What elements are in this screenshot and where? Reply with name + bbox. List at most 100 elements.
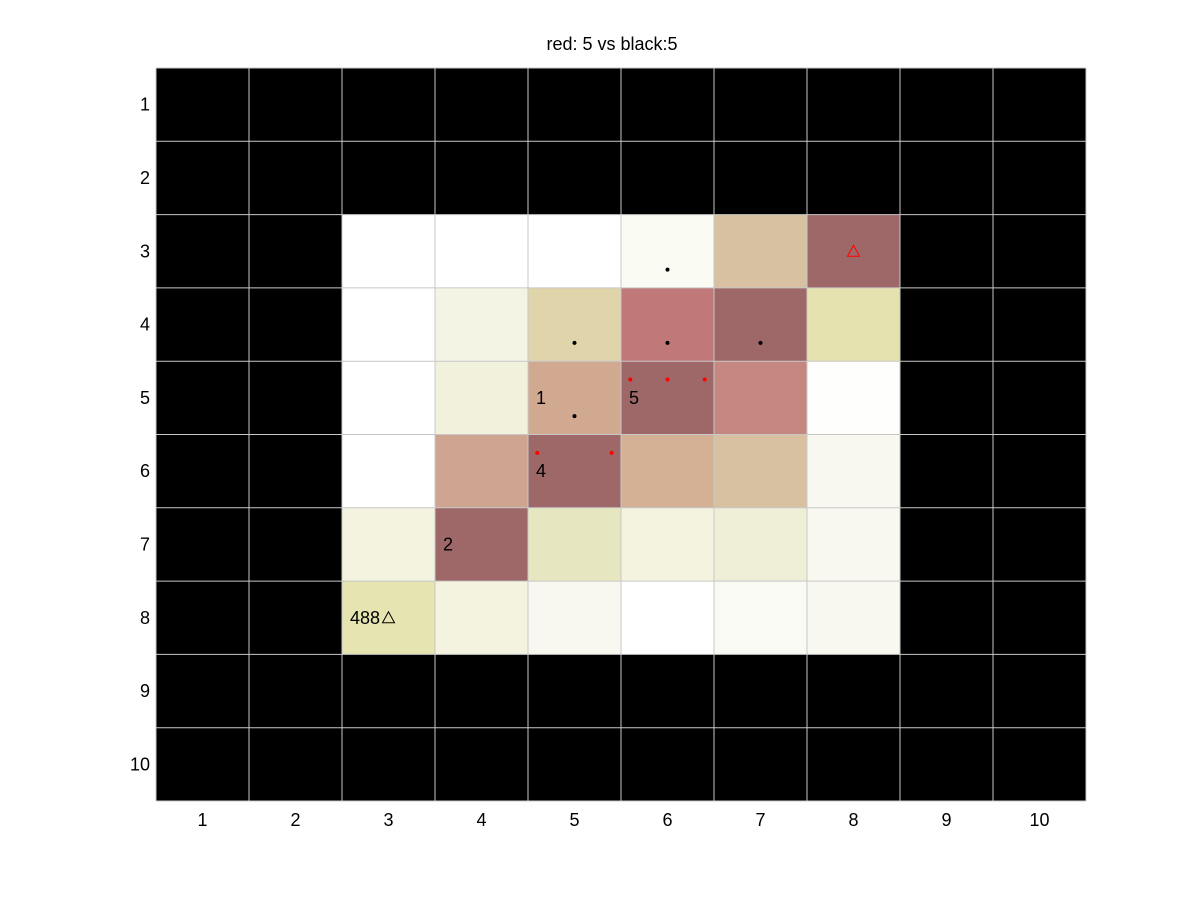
y-tick-label: 8	[140, 608, 150, 628]
board-cell	[900, 507, 993, 582]
board-cell	[714, 68, 807, 142]
board-cell	[993, 507, 1086, 582]
board-cell	[807, 434, 900, 508]
board-cell	[807, 581, 900, 655]
board-cell	[342, 434, 435, 508]
board-cell	[435, 727, 528, 801]
board-cell	[528, 214, 621, 288]
board-cells	[156, 68, 1086, 801]
board-cell	[156, 654, 249, 728]
y-tick-label: 9	[140, 681, 150, 701]
board-cell	[621, 434, 714, 508]
red-triangle-marker	[846, 244, 861, 257]
y-axis-ticks: 1 2 3 4 5 6 7 8 9 10	[130, 95, 150, 775]
x-tick-label: 1	[197, 810, 207, 830]
board-cell	[342, 68, 435, 142]
x-tick-label: 2	[290, 810, 300, 830]
board-cell	[249, 654, 342, 728]
board-cell	[807, 214, 900, 288]
x-tick-label: 9	[941, 810, 951, 830]
x-tick-label: 6	[662, 810, 672, 830]
board-marks: 1 5 4 2 488	[350, 244, 861, 628]
black-triangle-marker	[381, 610, 396, 624]
board-cell	[342, 581, 435, 655]
board-cell	[807, 654, 900, 728]
board-cell	[156, 141, 249, 215]
board-cell	[807, 507, 900, 582]
board-cell	[156, 214, 249, 288]
board-cell	[528, 287, 621, 362]
board-cell	[249, 434, 342, 508]
board-cell	[435, 507, 528, 582]
board-cell	[993, 68, 1086, 142]
red-piece-dot	[665, 377, 670, 382]
black-piece-dot	[665, 340, 670, 345]
board-cell	[621, 654, 714, 728]
board-cell	[249, 287, 342, 362]
board-cell	[714, 727, 807, 801]
board-cell	[807, 727, 900, 801]
board-cell	[900, 141, 993, 215]
board-cell	[900, 434, 993, 508]
board-cell	[714, 654, 807, 728]
board-cell	[993, 654, 1086, 728]
board-cell	[993, 141, 1086, 215]
y-tick-label: 4	[140, 315, 150, 335]
cell-label: 5	[629, 388, 639, 408]
board-cell	[156, 507, 249, 582]
board-cell	[528, 434, 621, 508]
board-cell	[993, 214, 1086, 288]
red-piece-dot	[628, 377, 633, 382]
board-cell	[621, 727, 714, 801]
board-cell	[621, 287, 714, 362]
board-cell	[993, 727, 1086, 801]
board-cell	[993, 361, 1086, 435]
board-cell	[807, 287, 900, 362]
board-cell	[900, 654, 993, 728]
board-cell	[156, 727, 249, 801]
figure-title: red: 5 vs black:5	[546, 34, 677, 54]
board-cell	[435, 287, 528, 362]
board-cell	[621, 581, 714, 655]
board-cell	[528, 68, 621, 142]
board-cell	[435, 434, 528, 508]
y-tick-label: 10	[130, 754, 150, 774]
board-cell	[528, 507, 621, 582]
black-piece-dot	[572, 414, 577, 419]
board-cell	[714, 141, 807, 215]
x-tick-label: 8	[848, 810, 858, 830]
y-tick-label: 5	[140, 388, 150, 408]
board-cell	[156, 434, 249, 508]
board-cell	[714, 434, 807, 508]
board-cell	[435, 141, 528, 215]
red-piece-dot	[702, 377, 707, 382]
board-cell	[714, 507, 807, 582]
board-cell	[993, 434, 1086, 508]
y-tick-label: 2	[140, 168, 150, 188]
board-cell	[435, 361, 528, 435]
cell-label: 4	[536, 461, 546, 481]
x-axis-ticks: 1 2 3 4 5 6 7 8 9 10	[197, 810, 1049, 830]
board-cell	[342, 141, 435, 215]
board-cell	[156, 287, 249, 362]
cell-label: 2	[443, 534, 453, 554]
board-cell	[621, 507, 714, 582]
board-cell	[435, 654, 528, 728]
board-cell	[249, 507, 342, 582]
board-cell	[621, 214, 714, 288]
board-cell	[528, 141, 621, 215]
board-cell	[807, 141, 900, 215]
board-cell	[714, 287, 807, 362]
board-cell	[156, 361, 249, 435]
board-cell	[342, 727, 435, 801]
board-cell	[342, 287, 435, 362]
cell-label: 1	[536, 388, 546, 408]
board-cell	[249, 141, 342, 215]
black-piece-dot	[758, 340, 763, 345]
board-cell	[249, 68, 342, 142]
y-tick-label: 1	[140, 95, 150, 115]
board-cell	[807, 68, 900, 142]
board-cell	[714, 214, 807, 288]
board-grid	[155, 67, 1087, 802]
